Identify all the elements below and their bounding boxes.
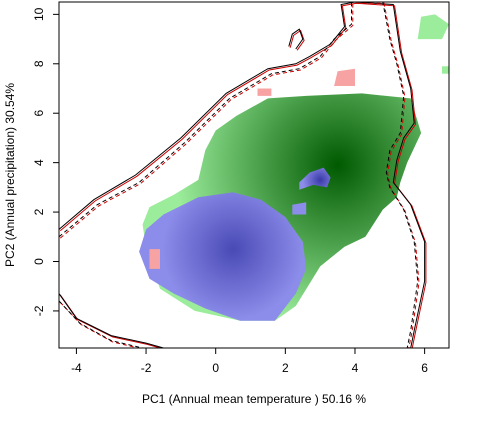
contour-line-2 xyxy=(59,293,164,348)
density-region-4 xyxy=(334,68,355,86)
contour-line-red-3 xyxy=(59,301,141,348)
density-layers xyxy=(139,14,449,321)
x-tick-label: -4 xyxy=(71,361,82,375)
y-tick-label: 10 xyxy=(32,7,46,21)
density-region-1 xyxy=(139,192,307,321)
contour-line-0 xyxy=(59,2,426,348)
y-axis-title: PC2 (Annual precipitation) 30.54% xyxy=(3,83,17,267)
contour-line-3 xyxy=(59,300,143,348)
contour-line-1 xyxy=(59,2,419,348)
contour-line-red-0 xyxy=(59,2,427,348)
contour-line-red-1 xyxy=(59,2,420,348)
x-axis-title: PC1 (Annual mean temperature ) 50.16 % xyxy=(142,392,366,406)
density-region-7 xyxy=(417,14,449,40)
environment-contours xyxy=(59,2,427,348)
y-tick-label: 2 xyxy=(32,208,46,215)
contour-line-4 xyxy=(288,28,304,50)
y-axis: -2 0 2 4 6 8 10 xyxy=(32,7,59,316)
density-region-5 xyxy=(257,88,272,96)
density-region-3 xyxy=(292,202,307,215)
density-region-8 xyxy=(442,66,449,74)
x-tick-label: 0 xyxy=(212,361,219,375)
x-tick-label: 6 xyxy=(421,361,428,375)
x-tick-label: -2 xyxy=(141,361,152,375)
contour-line-red-2 xyxy=(59,294,163,348)
x-tick-label: 2 xyxy=(282,361,289,375)
y-tick-label: 0 xyxy=(32,258,46,265)
x-tick-label: 4 xyxy=(352,361,359,375)
density-region-2 xyxy=(299,167,331,190)
y-tick-label: 8 xyxy=(32,60,46,67)
plot-frame xyxy=(58,1,450,349)
y-tick-label: -2 xyxy=(32,305,46,316)
density-region-6 xyxy=(149,249,160,269)
y-tick-label: 6 xyxy=(32,110,46,117)
contour-line-red-4 xyxy=(289,29,305,51)
y-tick-label: 4 xyxy=(32,159,46,166)
x-axis: -4 -2 0 2 4 6 xyxy=(71,348,428,375)
